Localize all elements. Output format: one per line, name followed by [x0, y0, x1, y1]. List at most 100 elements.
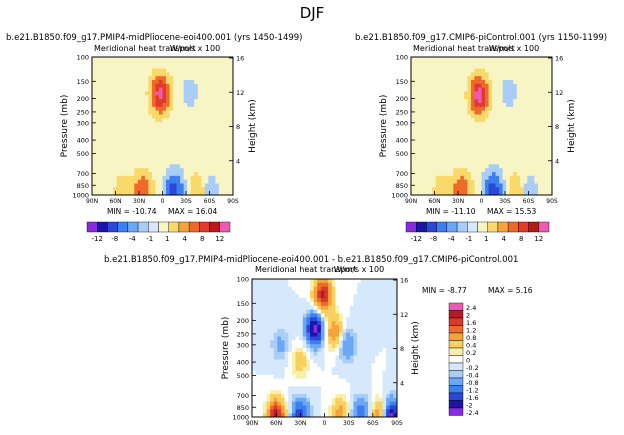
field-cell: [313, 367, 318, 372]
field-cell: [288, 328, 293, 333]
field-cell: [255, 298, 260, 303]
field-cell: [331, 336, 336, 341]
field-cell: [306, 371, 311, 376]
field-cell: [389, 397, 394, 402]
field-cell: [513, 91, 518, 96]
field-cell: [481, 60, 486, 65]
field-cell: [360, 371, 365, 376]
height-tick-label: 4: [236, 157, 240, 165]
field-cell: [317, 397, 322, 402]
field-cell: [467, 60, 472, 65]
field-cell: [456, 183, 461, 188]
field-cell: [541, 64, 546, 69]
field-cell: [295, 359, 300, 364]
field-cell: [389, 340, 394, 345]
field-cell: [353, 313, 358, 318]
field-cell: [324, 286, 329, 291]
field-cell: [141, 122, 146, 127]
field-cell: [291, 286, 296, 291]
field-cell: [291, 302, 296, 307]
field-cell: [331, 397, 336, 402]
field-cell: [488, 68, 493, 73]
field-cell: [418, 68, 422, 73]
field-cell: [99, 160, 103, 165]
field-cell: [270, 279, 275, 284]
field-cell: [346, 332, 351, 337]
field-cell: [335, 332, 340, 337]
field-cell: [499, 99, 503, 104]
field-cell: [144, 80, 149, 85]
field-cell: [418, 168, 422, 173]
field-cell: [201, 103, 206, 108]
field-cell: [158, 99, 163, 104]
field-cell: [527, 164, 532, 169]
field-cell: [137, 145, 142, 150]
field-cell: [453, 145, 458, 150]
field-cell: [513, 57, 518, 62]
field-cell: [418, 183, 422, 188]
field-cell: [442, 60, 447, 65]
field-cell: [467, 191, 472, 196]
field-cell: [92, 110, 96, 115]
field-cell: [166, 164, 170, 169]
field-cell: [225, 137, 230, 142]
field-cell: [495, 164, 500, 169]
field-cell: [162, 83, 167, 88]
field-cell: [215, 191, 220, 196]
field-cell: [414, 164, 419, 169]
field-cell: [291, 279, 296, 284]
field-cell: [187, 91, 191, 96]
field-cell: [386, 394, 391, 399]
field-cell: [463, 95, 468, 100]
field-cell: [162, 175, 167, 180]
field-cell: [155, 91, 160, 96]
field-cell: [197, 175, 202, 180]
field-cell: [357, 374, 362, 379]
field-cell: [134, 172, 139, 177]
field-cell: [335, 371, 340, 376]
panel-3-max-label: MAX = 5.16: [488, 286, 533, 295]
field-cell: [259, 282, 264, 287]
field-cell: [488, 179, 493, 184]
field-cell: [502, 122, 507, 127]
field-cell: [527, 145, 532, 150]
field-cell: [499, 168, 503, 173]
field-cell: [349, 336, 354, 341]
field-cell: [120, 179, 125, 184]
field-cell: [299, 294, 304, 299]
field-cell: [183, 76, 188, 81]
field-cell: [411, 152, 415, 157]
field-cell: [302, 336, 307, 341]
field-cell: [173, 83, 177, 88]
field-cell: [331, 313, 336, 318]
field-cell: [215, 129, 220, 134]
field-cell: [357, 344, 362, 349]
field-cell: [453, 187, 458, 192]
field-cell: [463, 106, 468, 111]
field-cell: [180, 68, 184, 73]
field-cell: [331, 371, 336, 376]
field-cell: [470, 68, 475, 73]
field-cell: [102, 152, 107, 157]
field-cell: [393, 282, 398, 287]
field-cell: [123, 126, 128, 131]
field-cell: [169, 164, 174, 169]
field-cell: [509, 149, 514, 154]
field-cell: [389, 313, 394, 318]
field-cell: [499, 160, 503, 165]
panel-2-title: b.e21.B1850.f09_g17.CMIP6-piControl.001 …: [355, 33, 607, 43]
field-cell: [291, 290, 296, 295]
field-cell: [371, 405, 376, 410]
field-cell: [499, 80, 503, 85]
field-cell: [320, 363, 325, 368]
field-cell: [474, 152, 479, 157]
field-cell: [324, 290, 329, 295]
field-cell: [151, 106, 156, 111]
field-cell: [414, 133, 419, 138]
field-cell: [541, 103, 546, 108]
field-cell: [306, 305, 311, 310]
field-cell: [481, 126, 486, 131]
field-cell: [137, 122, 142, 127]
field-cell: [211, 118, 216, 123]
